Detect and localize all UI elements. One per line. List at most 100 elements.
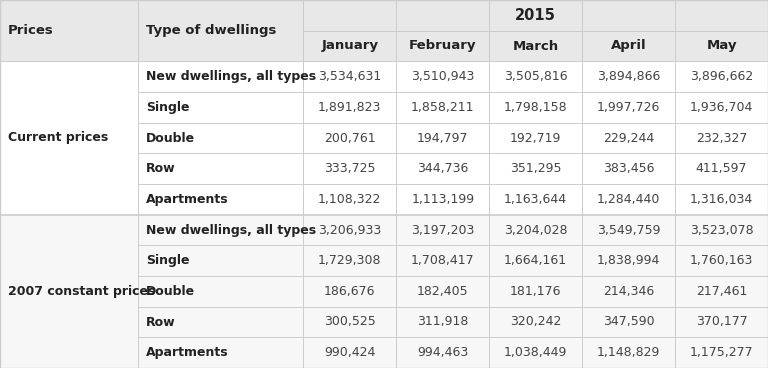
Text: Apartments: Apartments bbox=[146, 193, 229, 206]
Bar bbox=[489, 61, 582, 92]
Bar bbox=[675, 337, 768, 368]
Text: 3,204,028: 3,204,028 bbox=[504, 223, 568, 237]
Text: 1,163,644: 1,163,644 bbox=[504, 193, 568, 206]
Text: 1,175,277: 1,175,277 bbox=[690, 346, 753, 359]
Text: Single: Single bbox=[146, 101, 190, 114]
Text: 229,244: 229,244 bbox=[603, 131, 654, 145]
Text: 1,997,726: 1,997,726 bbox=[597, 101, 660, 114]
Text: May: May bbox=[707, 39, 737, 53]
Text: 347,590: 347,590 bbox=[603, 315, 654, 329]
Text: 1,664,161: 1,664,161 bbox=[504, 254, 568, 267]
Text: 3,549,759: 3,549,759 bbox=[597, 223, 660, 237]
Text: 1,858,211: 1,858,211 bbox=[411, 101, 475, 114]
Bar bbox=[138, 307, 303, 337]
Text: 1,798,158: 1,798,158 bbox=[504, 101, 568, 114]
Bar bbox=[675, 92, 768, 123]
Text: Row: Row bbox=[146, 162, 176, 175]
Bar bbox=[138, 153, 303, 184]
Text: April: April bbox=[611, 39, 647, 53]
Text: 1,760,163: 1,760,163 bbox=[690, 254, 753, 267]
Text: February: February bbox=[409, 39, 476, 53]
Text: 311,918: 311,918 bbox=[417, 315, 468, 329]
Bar bbox=[303, 276, 396, 307]
Text: 344,736: 344,736 bbox=[417, 162, 468, 175]
Bar bbox=[138, 123, 303, 153]
Text: 351,295: 351,295 bbox=[510, 162, 561, 175]
Bar bbox=[303, 307, 396, 337]
Bar bbox=[675, 276, 768, 307]
Text: 1,113,199: 1,113,199 bbox=[411, 193, 475, 206]
Bar bbox=[138, 276, 303, 307]
Text: 3,894,866: 3,894,866 bbox=[597, 70, 660, 83]
Bar bbox=[396, 92, 489, 123]
Text: Single: Single bbox=[146, 254, 190, 267]
Bar bbox=[303, 184, 396, 215]
Bar bbox=[396, 307, 489, 337]
Bar bbox=[303, 92, 396, 123]
Bar bbox=[396, 184, 489, 215]
Bar bbox=[675, 245, 768, 276]
Text: Type of dwellings: Type of dwellings bbox=[146, 24, 276, 37]
Text: 383,456: 383,456 bbox=[603, 162, 654, 175]
Text: 214,346: 214,346 bbox=[603, 285, 654, 298]
Bar bbox=[489, 337, 582, 368]
Text: New dwellings, all types: New dwellings, all types bbox=[146, 70, 316, 83]
Bar bbox=[582, 61, 675, 92]
Text: Prices: Prices bbox=[8, 24, 54, 37]
Text: 3,896,662: 3,896,662 bbox=[690, 70, 753, 83]
Text: 194,797: 194,797 bbox=[417, 131, 468, 145]
Text: 200,761: 200,761 bbox=[324, 131, 376, 145]
Bar bbox=[582, 123, 675, 153]
Text: 3,510,943: 3,510,943 bbox=[411, 70, 475, 83]
Bar bbox=[0, 61, 138, 215]
Bar bbox=[303, 153, 396, 184]
Text: 192,719: 192,719 bbox=[510, 131, 561, 145]
Bar bbox=[303, 123, 396, 153]
Text: 1,708,417: 1,708,417 bbox=[411, 254, 475, 267]
Text: 1,108,322: 1,108,322 bbox=[318, 193, 382, 206]
Bar bbox=[675, 153, 768, 184]
Bar bbox=[489, 307, 582, 337]
Text: 370,177: 370,177 bbox=[696, 315, 747, 329]
Bar bbox=[138, 337, 303, 368]
Bar bbox=[303, 215, 396, 245]
Bar bbox=[489, 215, 582, 245]
Text: 3,505,816: 3,505,816 bbox=[504, 70, 568, 83]
Text: Current prices: Current prices bbox=[8, 131, 108, 145]
Bar bbox=[489, 276, 582, 307]
Text: March: March bbox=[512, 39, 559, 53]
Text: January: January bbox=[321, 39, 379, 53]
Text: 1,038,449: 1,038,449 bbox=[504, 346, 568, 359]
Bar bbox=[138, 184, 303, 215]
Text: New dwellings, all types: New dwellings, all types bbox=[146, 223, 316, 237]
Bar bbox=[138, 215, 303, 245]
Bar bbox=[489, 245, 582, 276]
Bar bbox=[582, 307, 675, 337]
Bar bbox=[396, 276, 489, 307]
Text: 1,148,829: 1,148,829 bbox=[597, 346, 660, 359]
Bar bbox=[582, 153, 675, 184]
Text: 2007 constant prices: 2007 constant prices bbox=[8, 285, 155, 298]
Bar bbox=[303, 0, 768, 31]
Text: 1,284,440: 1,284,440 bbox=[597, 193, 660, 206]
Bar bbox=[303, 61, 396, 92]
Bar bbox=[489, 123, 582, 153]
Bar bbox=[0, 215, 138, 368]
Bar bbox=[675, 215, 768, 245]
Bar bbox=[396, 153, 489, 184]
Bar bbox=[138, 92, 303, 123]
Text: 1,891,823: 1,891,823 bbox=[318, 101, 382, 114]
Bar bbox=[675, 61, 768, 92]
Bar bbox=[396, 123, 489, 153]
Text: Row: Row bbox=[146, 315, 176, 329]
Bar bbox=[396, 61, 489, 92]
Bar bbox=[396, 245, 489, 276]
Text: Double: Double bbox=[146, 285, 195, 298]
Text: 3,206,933: 3,206,933 bbox=[318, 223, 382, 237]
Text: Apartments: Apartments bbox=[146, 346, 229, 359]
Text: 3,523,078: 3,523,078 bbox=[690, 223, 753, 237]
Bar bbox=[675, 184, 768, 215]
Bar bbox=[675, 123, 768, 153]
Bar bbox=[675, 307, 768, 337]
Bar bbox=[396, 215, 489, 245]
